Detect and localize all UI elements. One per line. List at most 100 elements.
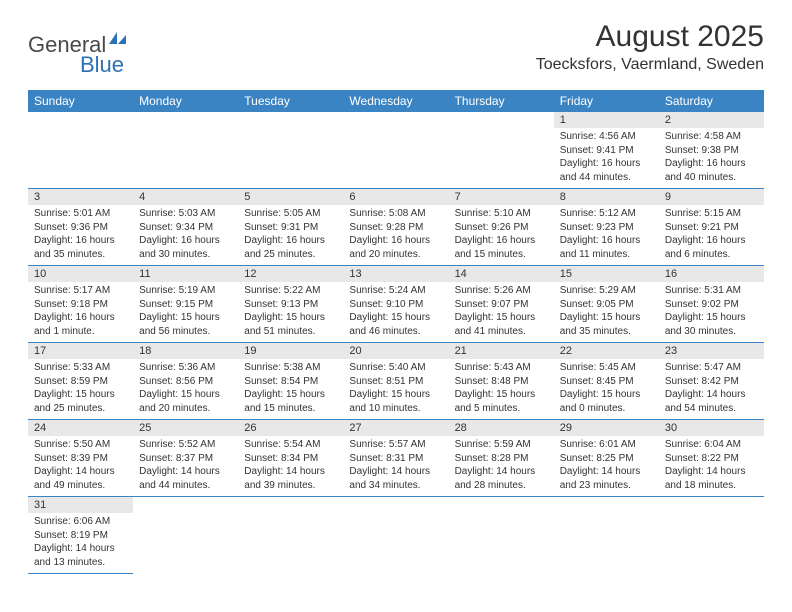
day-number: 8 (554, 189, 659, 205)
calendar-cell (659, 497, 764, 574)
day-content: Sunrise: 4:58 AMSunset: 9:38 PMDaylight:… (659, 128, 764, 188)
calendar-cell (554, 497, 659, 574)
location: Toecksfors, Vaermland, Sweden (536, 56, 764, 74)
sunrise-text: Sunrise: 6:04 AM (665, 438, 758, 452)
sunrise-text: Sunrise: 4:58 AM (665, 130, 758, 144)
sunrise-text: Sunrise: 5:19 AM (139, 284, 232, 298)
daylight-text: Daylight: 14 hours and 39 minutes. (244, 465, 337, 492)
calendar-cell: 23Sunrise: 5:47 AMSunset: 8:42 PMDayligh… (659, 343, 764, 420)
sunrise-text: Sunrise: 6:06 AM (34, 515, 127, 529)
logo-text-blue: Blue (80, 52, 130, 78)
day-content: Sunrise: 5:22 AMSunset: 9:13 PMDaylight:… (238, 282, 343, 342)
weekday-wednesday: Wednesday (343, 90, 448, 112)
sunset-text: Sunset: 8:25 PM (560, 452, 653, 466)
calendar-cell (28, 112, 133, 189)
weekday-saturday: Saturday (659, 90, 764, 112)
day-number: 29 (554, 420, 659, 436)
day-number: 18 (133, 343, 238, 359)
sunrise-text: Sunrise: 5:33 AM (34, 361, 127, 375)
day-number: 12 (238, 266, 343, 282)
calendar-table: Sunday Monday Tuesday Wednesday Thursday… (28, 90, 764, 574)
calendar-cell: 26Sunrise: 5:54 AMSunset: 8:34 PMDayligh… (238, 420, 343, 497)
calendar-row: 31Sunrise: 6:06 AMSunset: 8:19 PMDayligh… (28, 497, 764, 574)
calendar-cell: 13Sunrise: 5:24 AMSunset: 9:10 PMDayligh… (343, 266, 448, 343)
sunset-text: Sunset: 9:10 PM (349, 298, 442, 312)
calendar-cell: 7Sunrise: 5:10 AMSunset: 9:26 PMDaylight… (449, 189, 554, 266)
calendar-row: 10Sunrise: 5:17 AMSunset: 9:18 PMDayligh… (28, 266, 764, 343)
day-content: Sunrise: 5:24 AMSunset: 9:10 PMDaylight:… (343, 282, 448, 342)
day-number: 26 (238, 420, 343, 436)
title-block: August 2025 Toecksfors, Vaermland, Swede… (536, 20, 764, 74)
sunrise-text: Sunrise: 5:59 AM (455, 438, 548, 452)
sunrise-text: Sunrise: 5:40 AM (349, 361, 442, 375)
sunset-text: Sunset: 9:28 PM (349, 221, 442, 235)
calendar-row: 1Sunrise: 4:56 AMSunset: 9:41 PMDaylight… (28, 112, 764, 189)
day-number: 4 (133, 189, 238, 205)
weekday-thursday: Thursday (449, 90, 554, 112)
daylight-text: Daylight: 16 hours and 30 minutes. (139, 234, 232, 261)
day-number: 22 (554, 343, 659, 359)
day-content: Sunrise: 5:08 AMSunset: 9:28 PMDaylight:… (343, 205, 448, 265)
day-content: Sunrise: 5:43 AMSunset: 8:48 PMDaylight:… (449, 359, 554, 419)
day-content: Sunrise: 5:26 AMSunset: 9:07 PMDaylight:… (449, 282, 554, 342)
sunrise-text: Sunrise: 4:56 AM (560, 130, 653, 144)
calendar-cell: 27Sunrise: 5:57 AMSunset: 8:31 PMDayligh… (343, 420, 448, 497)
day-content: Sunrise: 5:05 AMSunset: 9:31 PMDaylight:… (238, 205, 343, 265)
daylight-text: Daylight: 16 hours and 11 minutes. (560, 234, 653, 261)
calendar-cell: 21Sunrise: 5:43 AMSunset: 8:48 PMDayligh… (449, 343, 554, 420)
day-number: 25 (133, 420, 238, 436)
day-content: Sunrise: 5:29 AMSunset: 9:05 PMDaylight:… (554, 282, 659, 342)
daylight-text: Daylight: 14 hours and 23 minutes. (560, 465, 653, 492)
sunset-text: Sunset: 9:02 PM (665, 298, 758, 312)
daylight-text: Daylight: 16 hours and 1 minute. (34, 311, 127, 338)
calendar-cell: 17Sunrise: 5:33 AMSunset: 8:59 PMDayligh… (28, 343, 133, 420)
sunrise-text: Sunrise: 5:29 AM (560, 284, 653, 298)
sunset-text: Sunset: 8:19 PM (34, 529, 127, 543)
sunset-text: Sunset: 8:22 PM (665, 452, 758, 466)
day-number: 14 (449, 266, 554, 282)
sunset-text: Sunset: 8:45 PM (560, 375, 653, 389)
sunset-text: Sunset: 9:26 PM (455, 221, 548, 235)
day-content: Sunrise: 4:56 AMSunset: 9:41 PMDaylight:… (554, 128, 659, 188)
sunset-text: Sunset: 9:13 PM (244, 298, 337, 312)
day-content: Sunrise: 5:54 AMSunset: 8:34 PMDaylight:… (238, 436, 343, 496)
calendar-cell: 15Sunrise: 5:29 AMSunset: 9:05 PMDayligh… (554, 266, 659, 343)
day-content: Sunrise: 5:45 AMSunset: 8:45 PMDaylight:… (554, 359, 659, 419)
day-content: Sunrise: 6:06 AMSunset: 8:19 PMDaylight:… (28, 513, 133, 573)
day-content: Sunrise: 5:31 AMSunset: 9:02 PMDaylight:… (659, 282, 764, 342)
daylight-text: Daylight: 15 hours and 25 minutes. (34, 388, 127, 415)
calendar-cell: 19Sunrise: 5:38 AMSunset: 8:54 PMDayligh… (238, 343, 343, 420)
calendar-cell (133, 497, 238, 574)
calendar-cell: 8Sunrise: 5:12 AMSunset: 9:23 PMDaylight… (554, 189, 659, 266)
daylight-text: Daylight: 16 hours and 35 minutes. (34, 234, 127, 261)
day-content: Sunrise: 5:38 AMSunset: 8:54 PMDaylight:… (238, 359, 343, 419)
day-content: Sunrise: 6:04 AMSunset: 8:22 PMDaylight:… (659, 436, 764, 496)
calendar-cell: 22Sunrise: 5:45 AMSunset: 8:45 PMDayligh… (554, 343, 659, 420)
day-number: 7 (449, 189, 554, 205)
sunset-text: Sunset: 8:56 PM (139, 375, 232, 389)
calendar-cell (238, 112, 343, 189)
calendar-cell: 18Sunrise: 5:36 AMSunset: 8:56 PMDayligh… (133, 343, 238, 420)
calendar-cell: 10Sunrise: 5:17 AMSunset: 9:18 PMDayligh… (28, 266, 133, 343)
sunset-text: Sunset: 9:15 PM (139, 298, 232, 312)
day-number: 6 (343, 189, 448, 205)
sunset-text: Sunset: 8:51 PM (349, 375, 442, 389)
day-content: Sunrise: 5:33 AMSunset: 8:59 PMDaylight:… (28, 359, 133, 419)
sunset-text: Sunset: 9:18 PM (34, 298, 127, 312)
daylight-text: Daylight: 16 hours and 15 minutes. (455, 234, 548, 261)
sunrise-text: Sunrise: 5:52 AM (139, 438, 232, 452)
daylight-text: Daylight: 15 hours and 0 minutes. (560, 388, 653, 415)
calendar-cell: 25Sunrise: 5:52 AMSunset: 8:37 PMDayligh… (133, 420, 238, 497)
logo-sail-icon (108, 26, 130, 52)
day-content: Sunrise: 5:40 AMSunset: 8:51 PMDaylight:… (343, 359, 448, 419)
sunrise-text: Sunrise: 5:03 AM (139, 207, 232, 221)
daylight-text: Daylight: 15 hours and 5 minutes. (455, 388, 548, 415)
sunrise-text: Sunrise: 5:15 AM (665, 207, 758, 221)
day-number: 20 (343, 343, 448, 359)
sunrise-text: Sunrise: 5:36 AM (139, 361, 232, 375)
sunset-text: Sunset: 9:21 PM (665, 221, 758, 235)
sunset-text: Sunset: 8:39 PM (34, 452, 127, 466)
day-content: Sunrise: 6:01 AMSunset: 8:25 PMDaylight:… (554, 436, 659, 496)
sunset-text: Sunset: 8:48 PM (455, 375, 548, 389)
sunrise-text: Sunrise: 5:57 AM (349, 438, 442, 452)
